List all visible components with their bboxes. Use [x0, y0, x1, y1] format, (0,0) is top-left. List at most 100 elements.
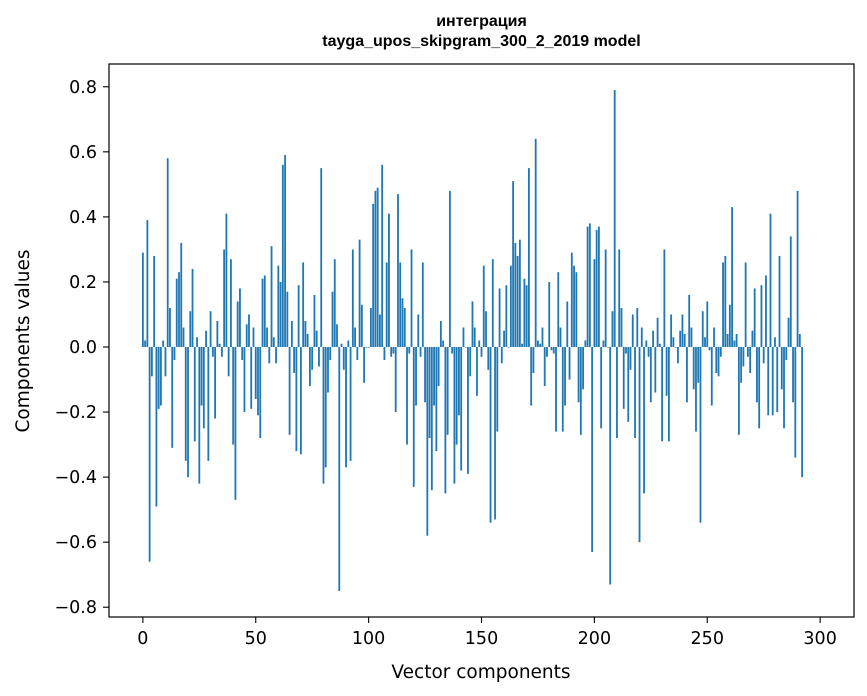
bar — [153, 255, 156, 347]
bar — [487, 347, 490, 370]
bar — [401, 298, 404, 347]
bar — [315, 330, 318, 347]
bar — [516, 255, 519, 347]
bar — [367, 347, 370, 348]
bar — [379, 314, 381, 348]
bar — [500, 347, 503, 364]
bar — [471, 301, 474, 347]
bar — [722, 262, 724, 348]
bar — [403, 307, 406, 348]
bar — [593, 259, 596, 348]
bar — [697, 347, 700, 383]
bar — [749, 347, 752, 374]
bar — [351, 249, 354, 348]
bar — [236, 301, 239, 347]
bar — [731, 207, 733, 348]
bar — [783, 347, 785, 429]
bar — [241, 347, 244, 361]
bar — [374, 190, 377, 347]
bar — [333, 259, 336, 348]
bar — [469, 347, 472, 377]
bar — [286, 291, 289, 348]
bar — [320, 168, 323, 347]
bar — [467, 347, 469, 474]
bar — [266, 327, 268, 348]
bar — [372, 203, 375, 348]
bar — [336, 324, 338, 348]
bar — [503, 330, 505, 347]
bar — [525, 285, 528, 348]
bar — [733, 340, 736, 348]
bar — [699, 347, 702, 523]
bar — [724, 255, 727, 347]
bar — [595, 229, 598, 348]
bar — [579, 347, 582, 435]
bar — [322, 347, 325, 484]
bar — [347, 340, 350, 348]
bar — [496, 347, 499, 432]
bar — [570, 252, 573, 348]
bar — [309, 347, 311, 387]
bar — [453, 347, 456, 484]
bar — [798, 333, 801, 347]
bar — [261, 278, 264, 347]
bar — [728, 304, 731, 348]
bar — [254, 347, 257, 400]
bar — [448, 190, 451, 347]
bar — [647, 347, 650, 357]
bar — [455, 347, 458, 445]
bar — [408, 347, 411, 354]
bar — [329, 347, 332, 361]
x-tick-label: 300 — [803, 629, 836, 649]
bar — [672, 337, 675, 348]
bar — [302, 262, 305, 348]
bar — [762, 347, 765, 364]
bar — [713, 327, 715, 348]
bar — [263, 275, 266, 347]
bar — [787, 317, 790, 348]
bar — [649, 347, 652, 403]
bar — [652, 330, 654, 347]
bar — [252, 327, 255, 348]
bar — [690, 327, 693, 348]
bar — [746, 347, 749, 357]
bar — [421, 262, 424, 348]
bar — [582, 347, 584, 390]
bar — [489, 347, 492, 523]
bar — [162, 340, 165, 348]
bar — [424, 347, 426, 403]
bar — [584, 340, 587, 348]
bar — [505, 285, 508, 348]
bar — [248, 314, 250, 348]
bar — [306, 333, 309, 347]
bar — [622, 347, 625, 409]
bar — [358, 239, 361, 348]
bar — [360, 304, 363, 348]
bar — [205, 330, 207, 347]
bar — [383, 347, 386, 361]
x-tick-label: 150 — [465, 629, 498, 649]
bar — [631, 314, 634, 348]
bar — [196, 337, 198, 348]
y-axis-label: Components values — [13, 249, 34, 432]
bar — [613, 90, 616, 348]
bar — [756, 347, 758, 403]
bar — [207, 347, 210, 461]
bar — [769, 213, 772, 348]
bar — [758, 347, 761, 429]
bar — [182, 327, 185, 348]
bar — [225, 213, 228, 348]
bar — [270, 246, 273, 347]
bar — [688, 294, 691, 348]
bar — [537, 340, 539, 348]
bar — [801, 347, 803, 478]
plot-frame — [108, 63, 855, 618]
bar — [288, 347, 291, 435]
bar — [144, 340, 147, 348]
bar — [654, 347, 657, 393]
bar — [607, 347, 609, 348]
bar — [150, 347, 153, 377]
bar — [234, 347, 237, 500]
bar — [324, 347, 327, 468]
